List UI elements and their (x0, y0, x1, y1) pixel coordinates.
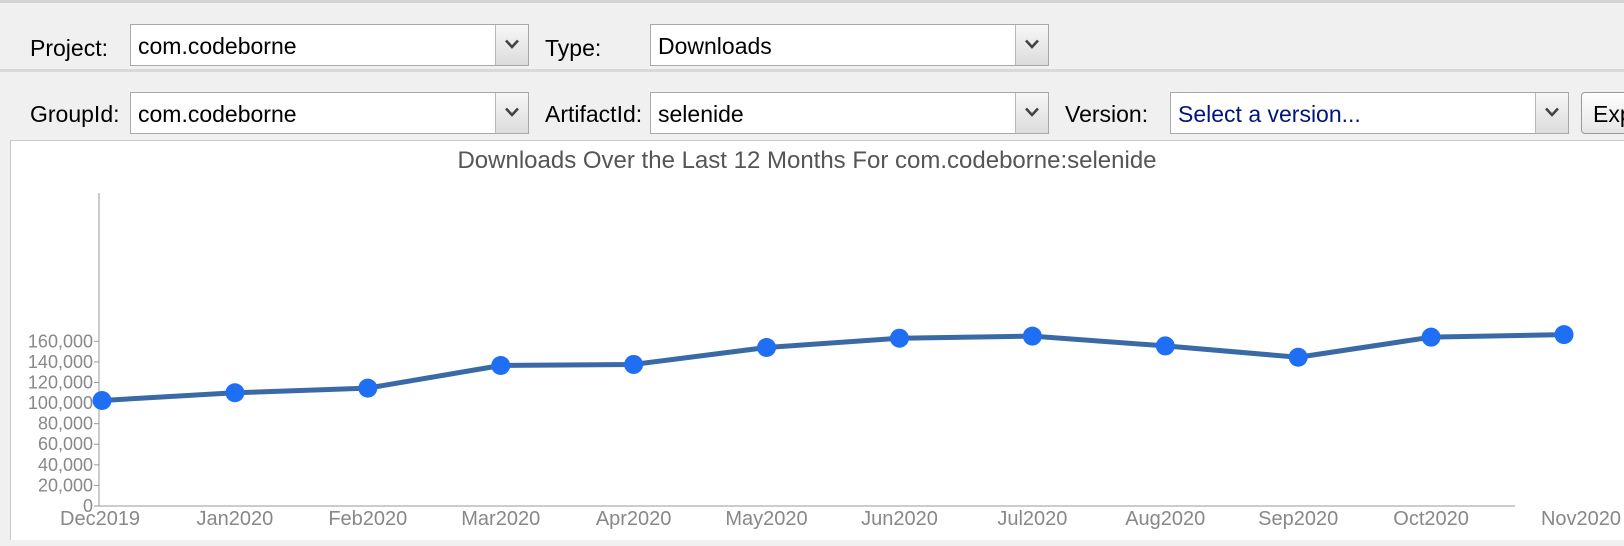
data-point (889, 328, 909, 348)
groupid-select-value: com.codeborne (138, 101, 297, 127)
y-tick-label: 100,000 (28, 393, 93, 413)
data-point (491, 355, 511, 375)
x-tick-label: Sep2020 (1258, 508, 1338, 530)
x-tick-label: Oct2020 (1393, 508, 1469, 530)
data-point (225, 383, 245, 403)
x-tick-label: Feb2020 (328, 508, 407, 530)
y-tick-label: 20,000 (38, 475, 93, 495)
x-tick-label: Jan2020 (197, 508, 274, 530)
groupid-label: GroupId: (30, 101, 120, 127)
data-point (624, 354, 644, 374)
series-line (99, 332, 1567, 403)
version-label: Version: (1065, 101, 1149, 127)
data-point (92, 390, 112, 410)
chevron-down-icon (505, 39, 519, 49)
chevron-down-icon (1025, 39, 1039, 49)
y-tick-label: 60,000 (38, 434, 93, 454)
chart-title: Downloads Over the Last 12 Months For co… (457, 147, 1156, 174)
toolbar-row-artifact: GroupId: com.codeborne ArtifactId: selen… (0, 72, 1624, 138)
data-point (1421, 327, 1441, 347)
x-tick-label: Nov2020 (1541, 508, 1621, 530)
type-select-value: Downloads (658, 33, 772, 59)
version-dropdown-button[interactable] (1535, 93, 1568, 133)
data-point (1288, 347, 1308, 367)
artifactid-label: ArtifactId: (545, 101, 643, 127)
project-label: Project: (30, 35, 108, 61)
export-button[interactable]: Export (1581, 92, 1624, 134)
artifactid-dropdown-button[interactable] (1015, 93, 1048, 133)
chevron-down-icon (505, 107, 519, 117)
groupid-select[interactable]: com.codeborne (130, 92, 529, 134)
chart-panel: Downloads Over the Last 12 Months For co… (10, 140, 1624, 540)
chevron-down-icon (1025, 107, 1039, 117)
x-tick-label: Dec2019 (60, 508, 140, 530)
type-select[interactable]: Downloads (650, 24, 1049, 66)
project-select[interactable]: com.codeborne (130, 24, 529, 66)
type-dropdown-button[interactable] (1015, 25, 1048, 65)
toolbar-row-project: Project: com.codeborne Type: Downloads (0, 3, 1624, 72)
data-point (1155, 336, 1175, 356)
y-tick-label: 140,000 (28, 352, 93, 372)
x-tick-label: Jul2020 (997, 508, 1067, 530)
data-point (1554, 325, 1574, 345)
type-label: Type: (545, 35, 602, 61)
data-point (1022, 326, 1042, 346)
version-select-placeholder: Select a version... (1178, 101, 1361, 127)
artifactid-select[interactable]: selenide (650, 92, 1049, 134)
data-point (757, 337, 777, 357)
x-tick-label: Jun2020 (861, 508, 938, 530)
downloads-line-chart: Downloads Over the Last 12 Months For co… (28, 147, 1621, 530)
x-tick-label: Aug2020 (1125, 508, 1205, 530)
export-button-label: Export (1593, 101, 1624, 127)
project-dropdown-button[interactable] (495, 25, 528, 65)
x-tick-label: May2020 (725, 508, 807, 530)
y-tick-label: 0 (83, 496, 93, 516)
top-border (0, 0, 1624, 3)
groupid-dropdown-button[interactable] (495, 93, 528, 133)
version-select[interactable]: Select a version... (1170, 92, 1569, 134)
data-point (358, 378, 378, 398)
artifactid-select-value: selenide (658, 101, 744, 127)
y-tick-label: 160,000 (28, 331, 93, 351)
y-tick-label: 120,000 (28, 372, 93, 392)
chevron-down-icon (1545, 107, 1559, 117)
x-tick-label: Mar2020 (461, 508, 540, 530)
y-tick-label: 40,000 (38, 455, 93, 475)
project-select-value: com.codeborne (138, 33, 297, 59)
y-tick-label: 80,000 (38, 414, 93, 434)
x-tick-label: Apr2020 (596, 508, 672, 530)
